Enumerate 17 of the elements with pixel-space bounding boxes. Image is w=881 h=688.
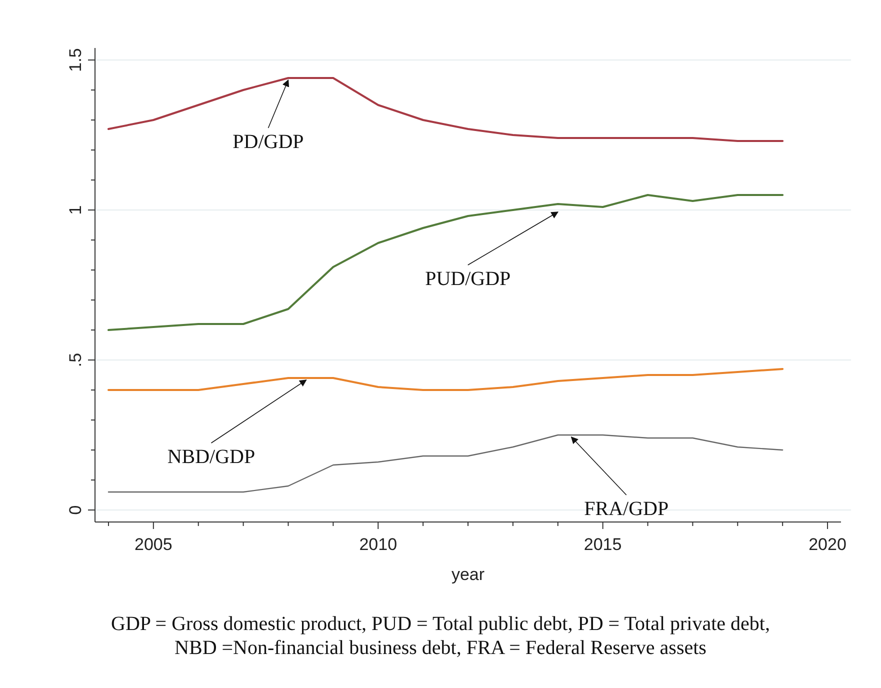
annotation: NBD/GDP (167, 446, 256, 468)
x-axis-title: year (451, 565, 485, 584)
x-tick-label: 2015 (584, 535, 622, 554)
y-tick-label: 1.5 (66, 48, 85, 72)
text: GDP = Gross domestic product, PUD = Total public debt, PD = Total private debt, NBD =Non-financial business debt, FRA = Federal Reserve assets (111, 613, 770, 659)
annotation: PUD/GDP (425, 268, 511, 290)
annotation: FRA/GDP (584, 498, 669, 520)
annotation: PD/GDP (232, 131, 304, 153)
y-tick-label: 1 (66, 205, 85, 215)
x-tick-label: 2010 (359, 535, 398, 554)
x-tick-label: 2005 (134, 535, 172, 554)
x-tick-label: 2020 (808, 535, 846, 554)
y-tick-label: 0 (66, 505, 85, 515)
line-series (107, 194, 784, 331)
line-series (107, 368, 784, 391)
line-series (108, 434, 784, 493)
y-tick-label: .5 (66, 352, 85, 368)
